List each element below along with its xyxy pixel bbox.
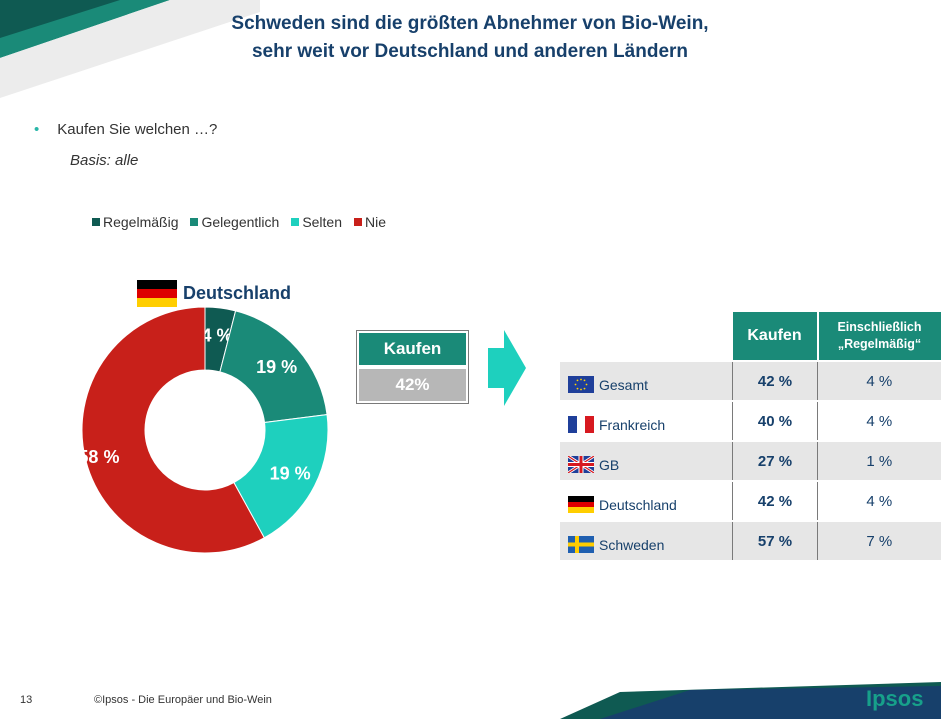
kaufen-cell: 42 % (732, 360, 818, 401)
header-decoration (0, 0, 260, 98)
table-header-kaufen: Kaufen (732, 312, 818, 361)
ipsos-logo: Ipsos (866, 686, 924, 711)
country-cell: Schweden (560, 520, 733, 560)
donut-label-3: 58 % (78, 447, 119, 467)
kaufen-cell: 40 % (732, 400, 818, 441)
legend-item-gelegentlich: Gelegentlich (190, 214, 279, 230)
regelmaessig-cell: 4 % (817, 360, 941, 401)
legend-label: Nie (365, 214, 387, 230)
kaufen-cell: 57 % (732, 520, 818, 560)
legend-item-selten: Selten (291, 214, 342, 230)
eu-flag-icon (568, 376, 594, 393)
legend-swatch (190, 218, 199, 226)
table-header-blank (560, 312, 733, 361)
uk-flag-icon (568, 456, 594, 473)
header-line: Einschließlich (837, 320, 922, 334)
legend-item-nie: Nie (354, 214, 386, 230)
regelmaessig-cell: 4 % (817, 480, 941, 521)
question-text: Kaufen Sie welchen …? (57, 121, 218, 138)
page-title: Schweden sind die größten Abnehmer von B… (110, 10, 830, 66)
table-header-regelmaessig: Einschließlich „Regelmäßig“ (816, 312, 941, 361)
summary-box: Kaufen 42% (356, 330, 469, 404)
germany-flag-icon (137, 280, 177, 307)
title-line-2: sehr weit vor Deutschland und anderen Lä… (251, 41, 689, 62)
france-flag-icon (568, 416, 594, 433)
arrow-right-icon (488, 330, 526, 406)
country-name: Schweden (599, 536, 665, 553)
title-line-1: Schweden sind die größten Abnehmer von B… (231, 13, 709, 34)
table-row: GB 27 % 1 % (560, 440, 941, 481)
regelmaessig-cell: 4 % (817, 400, 941, 441)
country-name: Frankreich (599, 416, 666, 433)
donut-chart: 4 % 19 % 19 % 58 % (78, 306, 329, 554)
regelmaessig-cell: 1 % (817, 440, 941, 481)
page-number: 13 (20, 694, 33, 706)
donut-label-2: 19 % (270, 463, 311, 483)
country-name: Gesamt (599, 376, 649, 393)
legend-label: Gelegentlich (201, 214, 280, 230)
footer-copyright: ©Ipsos - Die Europäer und Bio-Wein (94, 694, 272, 706)
country-cell: Frankreich (560, 400, 733, 441)
chart-legend: Regelmäßig Gelegentlich Selten Nie (92, 214, 386, 230)
donut-label-1: 19 % (256, 357, 297, 377)
question-bullet: • Kaufen Sie welchen …? (34, 121, 217, 138)
country-cell: Deutschland (560, 480, 733, 521)
table-row: Deutschland 42 % 4 % (560, 480, 941, 521)
legend-label: Regelmäßig (103, 214, 179, 230)
kaufen-cell: 42 % (732, 480, 818, 521)
country-name: GB (599, 456, 620, 473)
germany-flag-icon (568, 496, 594, 513)
legend-swatch (92, 218, 100, 226)
country-cell: GB (560, 440, 733, 481)
legend-swatch (354, 218, 363, 226)
summary-value: 42% (359, 369, 466, 401)
legend-label: Selten (302, 214, 343, 230)
donut-label-0: 4 % (201, 325, 232, 345)
country-table: Kaufen Einschließlich „Regelmäßig“ Gesam… (560, 312, 941, 560)
header-line: „Regelmäßig“ (837, 337, 922, 351)
chart-country-heading: Deutschland (137, 280, 291, 307)
regelmaessig-cell: 7 % (817, 520, 941, 560)
chart-title: Deutschland (183, 283, 292, 303)
country-cell: Gesamt (560, 360, 733, 401)
table-row: Frankreich 40 % 4 % (560, 400, 941, 441)
table-row: Gesamt 42 % 4 % (560, 360, 941, 401)
country-name: Deutschland (599, 496, 677, 513)
footer-decoration (560, 682, 941, 719)
legend-item-regelmaessig: Regelmäßig (92, 214, 178, 230)
legend-swatch (291, 218, 300, 226)
kaufen-cell: 27 % (732, 440, 818, 481)
summary-label: Kaufen (359, 333, 466, 365)
donut-slice-3 (81, 306, 265, 554)
basis-note: Basis: alle (70, 152, 139, 169)
bullet-dot-icon: • (34, 121, 40, 138)
table-row: Schweden 57 % 7 % (560, 520, 941, 560)
sweden-flag-icon (568, 536, 594, 553)
